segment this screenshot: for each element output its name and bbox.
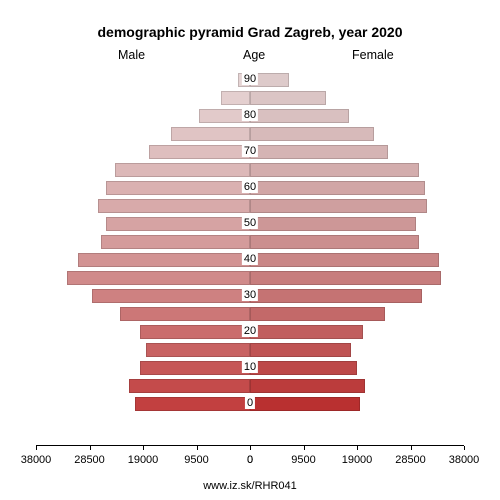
age-tick-label: 0 xyxy=(245,397,255,409)
male-bar xyxy=(135,397,250,411)
female-bar xyxy=(250,397,360,411)
pyramid-row xyxy=(36,342,464,358)
chart-title: demographic pyramid Grad Zagreb, year 20… xyxy=(0,24,500,40)
pyramid-row xyxy=(36,270,464,286)
male-bar xyxy=(115,163,250,177)
x-tick-label: 19000 xyxy=(128,454,159,466)
female-bar xyxy=(250,325,363,339)
age-tick-label: 50 xyxy=(242,217,258,229)
footer-source: www.iz.sk/RHR041 xyxy=(0,480,500,492)
pyramid-row xyxy=(36,162,464,178)
female-bar xyxy=(250,379,365,393)
pyramid-row: 80 xyxy=(36,108,464,124)
pyramid-row: 40 xyxy=(36,252,464,268)
age-tick-label: 10 xyxy=(242,361,258,373)
pyramid-row xyxy=(36,306,464,322)
pyramid-row: 90 xyxy=(36,72,464,88)
age-tick-label: 60 xyxy=(242,181,258,193)
pyramid-row xyxy=(36,90,464,106)
male-bar xyxy=(120,307,250,321)
pyramid-row: 50 xyxy=(36,216,464,232)
male-bar xyxy=(106,217,250,231)
pyramid-chart: 9080706050403020100380002850019000950000… xyxy=(36,68,464,446)
x-tick xyxy=(36,446,37,450)
pyramid-row xyxy=(36,198,464,214)
male-bar xyxy=(129,379,250,393)
male-bar xyxy=(221,91,250,105)
age-tick-label: 20 xyxy=(242,325,258,337)
female-bar xyxy=(250,163,419,177)
x-tick xyxy=(143,446,144,450)
x-tick-label: 19000 xyxy=(342,454,373,466)
pyramid-row: 70 xyxy=(36,144,464,160)
female-bar xyxy=(250,91,326,105)
female-bar xyxy=(250,361,357,375)
pyramid-row: 0 xyxy=(36,396,464,412)
pyramid-row xyxy=(36,126,464,142)
age-tick-label: 80 xyxy=(242,109,258,121)
male-bar xyxy=(92,289,250,303)
x-tick xyxy=(90,446,91,450)
age-tick-label: 90 xyxy=(242,73,258,85)
male-bar xyxy=(67,271,250,285)
x-tick xyxy=(304,446,305,450)
male-bar xyxy=(149,145,250,159)
pyramid-row xyxy=(36,378,464,394)
female-bar xyxy=(250,289,422,303)
female-bar xyxy=(250,181,425,195)
x-tick-label: 9500 xyxy=(184,454,208,466)
male-bar xyxy=(171,127,250,141)
male-bar xyxy=(78,253,250,267)
x-tick-label: 28500 xyxy=(395,454,426,466)
age-tick-label: 40 xyxy=(242,253,258,265)
pyramid-row: 30 xyxy=(36,288,464,304)
male-bar xyxy=(106,181,250,195)
male-label: Male xyxy=(118,48,145,62)
male-bar xyxy=(140,361,250,375)
female-bar xyxy=(250,253,439,267)
female-bar xyxy=(250,271,441,285)
x-tick xyxy=(357,446,358,450)
x-tick xyxy=(197,446,198,450)
pyramid-row: 20 xyxy=(36,324,464,340)
female-bar xyxy=(250,235,419,249)
x-tick xyxy=(411,446,412,450)
x-tick xyxy=(250,446,251,450)
male-bar xyxy=(98,199,250,213)
x-tick-label: 0 xyxy=(247,454,253,466)
x-tick-label: 38000 xyxy=(21,454,52,466)
pyramid-row: 10 xyxy=(36,360,464,376)
male-bar xyxy=(101,235,250,249)
age-label: Age xyxy=(243,48,265,62)
female-bar xyxy=(250,145,388,159)
female-bar xyxy=(250,307,385,321)
female-bar xyxy=(250,199,427,213)
male-bar xyxy=(146,343,250,357)
age-tick-label: 30 xyxy=(242,289,258,301)
male-bar xyxy=(140,325,250,339)
female-bar xyxy=(250,127,374,141)
female-bar xyxy=(250,343,351,357)
female-bar xyxy=(250,217,416,231)
x-tick xyxy=(464,446,465,450)
pyramid-row: 60 xyxy=(36,180,464,196)
female-label: Female xyxy=(352,48,394,62)
x-tick-label: 9500 xyxy=(291,454,315,466)
pyramid-row xyxy=(36,234,464,250)
female-bar xyxy=(250,109,349,123)
age-tick-label: 70 xyxy=(242,145,258,157)
x-tick-label: 38000 xyxy=(449,454,480,466)
x-tick-label: 28500 xyxy=(74,454,105,466)
